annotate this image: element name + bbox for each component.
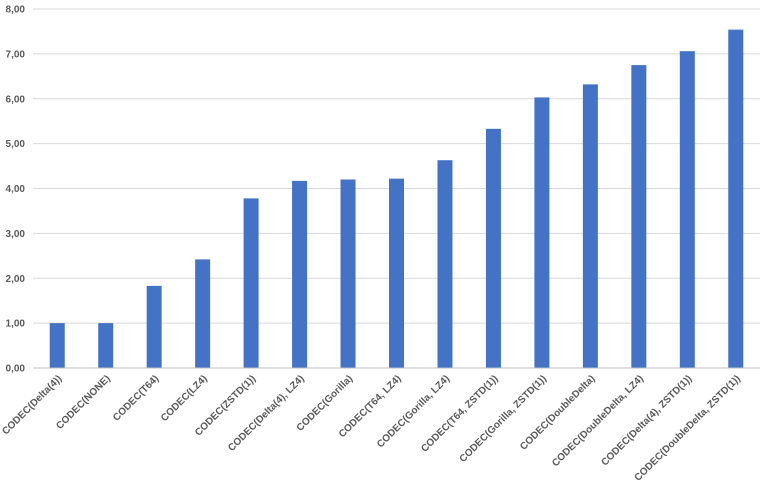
bar (679, 51, 695, 369)
x-category-label: CODEC(Delta(4), ZSTD(1)) (599, 373, 694, 468)
bars (49, 29, 744, 369)
y-tick-label: 0,00 (6, 364, 26, 375)
bar (195, 259, 211, 368)
bar (49, 323, 65, 368)
bar (389, 178, 404, 368)
y-tick-label: 5,00 (6, 139, 26, 150)
y-axis-tick-labels: 0,00 1,00 2,00 3,00 4,00 5,00 6,00 7,00 8,00 (6, 5, 26, 375)
bar (146, 285, 162, 368)
x-category-label: CODEC(DoubleDelta, ZSTD(1)) (633, 373, 743, 483)
bar (437, 160, 453, 368)
y-tick-label: 8,00 (6, 5, 26, 16)
y-tick-label: 6,00 (6, 94, 26, 105)
bar (728, 29, 744, 369)
x-category-label: CODEC(LZ4) (159, 373, 210, 424)
bar (243, 198, 259, 368)
y-tick-label: 3,00 (6, 229, 26, 240)
x-axis-category-labels: CODEC(Delta(4))CODEC(NONE)CODEC(T64)CODE… (0, 373, 742, 483)
x-category-label: CODEC(Gorilla, ZSTD(1)) (458, 373, 549, 464)
bar (582, 84, 598, 368)
y-tick-label: 7,00 (6, 49, 26, 60)
bar (485, 128, 501, 368)
bar (534, 97, 550, 368)
x-category-label: CODEC(DoubleDelta, LZ4) (550, 373, 646, 469)
bar (98, 323, 114, 368)
bar (340, 179, 356, 368)
x-category-label: CODEC(Delta(4)) (0, 373, 64, 437)
x-category-label: CODEC(T64) (111, 373, 161, 423)
bar (631, 65, 647, 368)
bar (292, 180, 308, 368)
y-tick-label: 2,00 (6, 274, 26, 285)
y-tick-label: 1,00 (6, 319, 26, 330)
y-tick-label: 4,00 (6, 184, 26, 195)
